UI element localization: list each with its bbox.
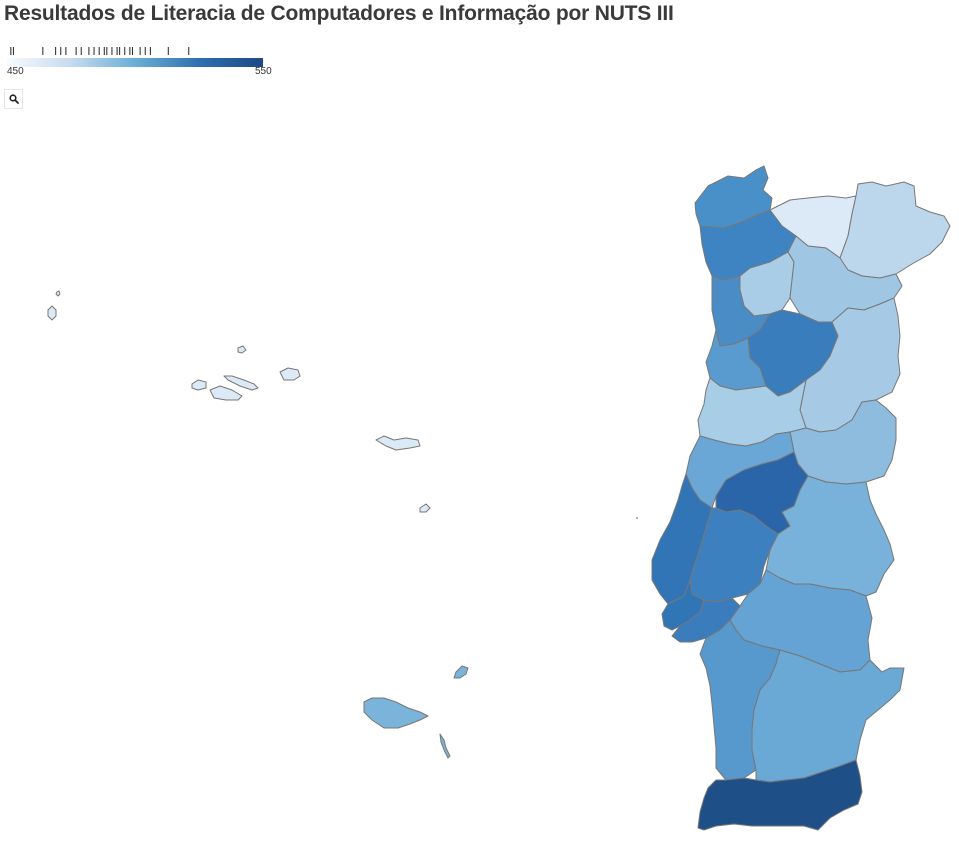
region-azores-sao-jorge[interactable] (223, 375, 259, 391)
legend-rug (10, 47, 190, 55)
region-azores-graciosa[interactable] (237, 345, 247, 354)
region-azores-flores[interactable] (47, 305, 57, 321)
search-icon (8, 94, 19, 104)
region-madeira[interactable] (363, 697, 429, 729)
region-azores-faial[interactable] (191, 379, 207, 391)
legend-gradient-bar (7, 58, 263, 67)
region-setubal[interactable] (671, 597, 741, 643)
region-porto-santo[interactable] (453, 665, 469, 679)
region-desertas[interactable] (439, 733, 451, 759)
region-azores-corvo[interactable] (55, 290, 61, 297)
madeira-archipelago (363, 665, 469, 759)
legend-max-label: 550 (255, 66, 272, 77)
region-algarve[interactable] (697, 759, 863, 831)
region-azores-pico[interactable] (209, 385, 243, 401)
region-azores-santa-maria[interactable] (419, 503, 431, 513)
berlengas-islet (636, 517, 638, 519)
region-azores-terceira[interactable] (279, 367, 301, 381)
color-legend: 450 550 (0, 42, 280, 82)
region-terras-tras-os-montes[interactable] (839, 181, 951, 279)
mainland-portugal (651, 165, 951, 831)
azores-archipelago (47, 290, 431, 513)
page-title: Resultados de Literacia de Computadores … (4, 2, 674, 25)
zoom-button[interactable] (4, 89, 23, 109)
region-azores-sao-miguel[interactable] (375, 435, 421, 451)
region-baixo-alentejo[interactable] (751, 649, 905, 783)
legend-min-label: 450 (7, 66, 24, 77)
